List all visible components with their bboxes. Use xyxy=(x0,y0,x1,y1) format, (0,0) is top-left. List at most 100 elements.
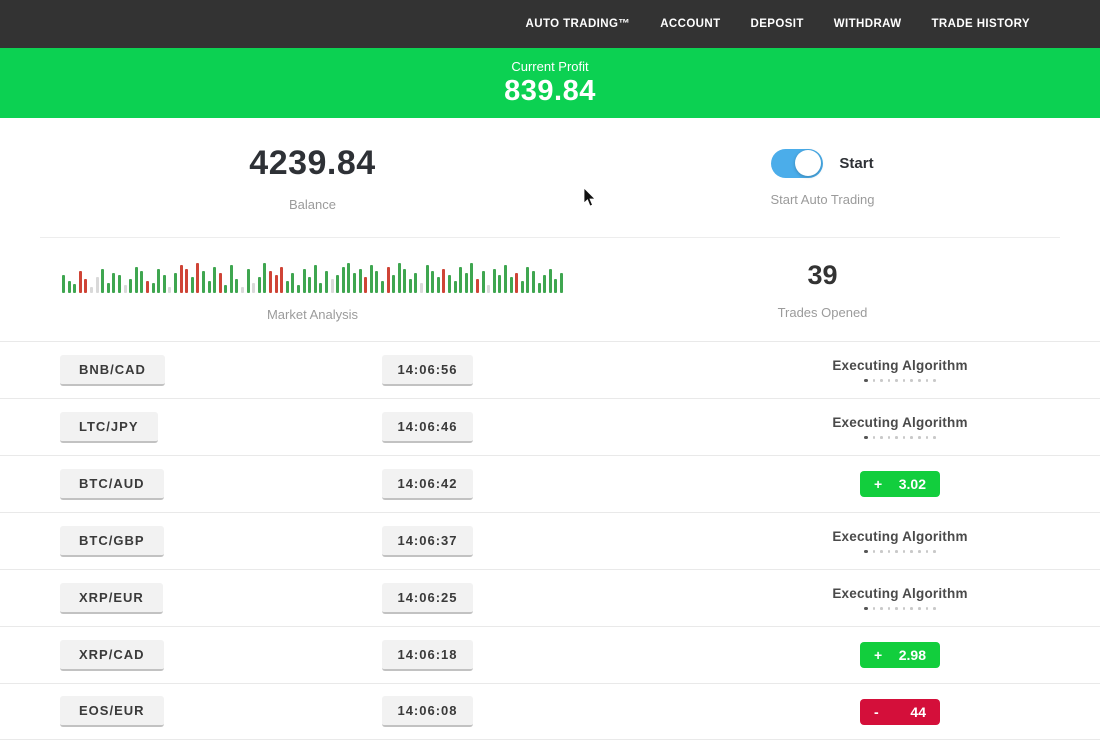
trade-time-badge: 14:06:56 xyxy=(382,354,473,386)
market-bar xyxy=(241,287,245,293)
trade-row: BTC/GBP 14:06:37 Executing Algorithm xyxy=(0,512,1100,569)
market-bar xyxy=(470,263,474,293)
nav-item[interactable]: ACCOUNT xyxy=(660,18,721,30)
profit-banner-value: 839.84 xyxy=(504,74,596,107)
progress-dot xyxy=(910,550,914,553)
market-bar xyxy=(179,265,183,293)
market-bar xyxy=(101,269,105,293)
market-bar xyxy=(257,277,261,293)
market-bar xyxy=(168,287,172,293)
executing-label: Executing Algorithm xyxy=(832,528,968,544)
progress-dot xyxy=(887,436,891,439)
trade-status-cell: +2.98 xyxy=(700,642,1100,668)
market-bar xyxy=(481,271,485,293)
toggle-knob-icon xyxy=(795,150,822,176)
executing-status: Executing Algorithm xyxy=(832,357,968,383)
profit-banner: Current Profit 839.84 xyxy=(0,48,1100,118)
progress-dots xyxy=(864,435,936,440)
market-bar xyxy=(324,271,328,293)
profit-banner-label: Current Profit xyxy=(511,58,589,74)
market-bar xyxy=(252,283,256,293)
market-bar xyxy=(185,269,189,293)
trade-time-badge: 14:06:46 xyxy=(382,411,473,443)
market-bar xyxy=(173,273,177,293)
stats-row-bottom: Market Analysis 39 Trades Opened xyxy=(0,238,1100,341)
market-bar xyxy=(112,273,116,293)
market-bar xyxy=(224,285,228,293)
market-bar xyxy=(559,273,563,293)
market-bar xyxy=(515,273,519,293)
result-amount: 44 xyxy=(910,703,926,720)
trade-row: LTC/JPY 14:06:46 Executing Algorithm xyxy=(0,398,1100,455)
progress-dots xyxy=(864,378,936,383)
market-bar xyxy=(62,275,66,293)
auto-trading-toggle[interactable] xyxy=(771,148,824,178)
top-nav: AUTO TRADING™ ACCOUNT DEPOSIT WITHDRAW T… xyxy=(0,0,1100,48)
market-bar xyxy=(537,283,541,293)
progress-dot xyxy=(864,435,868,440)
pair-badge[interactable]: BTC/AUD xyxy=(60,468,164,500)
market-bar xyxy=(308,277,312,293)
market-bar xyxy=(207,281,211,293)
nav-item[interactable]: DEPOSIT xyxy=(750,18,804,30)
market-bar xyxy=(369,265,373,293)
market-bar xyxy=(453,281,457,293)
progress-dot xyxy=(887,550,891,553)
auto-trading-block: Start Start Auto Trading xyxy=(585,118,1060,237)
pair-badge[interactable]: BNB/CAD xyxy=(60,354,165,386)
market-bar xyxy=(162,275,166,293)
trade-row: XRP/CAD 14:06:18 +2.98 xyxy=(0,626,1100,683)
progress-dot xyxy=(895,436,898,439)
market-bar xyxy=(442,269,446,293)
trade-time-badge: 14:06:08 xyxy=(382,696,473,727)
progress-dot xyxy=(895,379,898,382)
market-bar xyxy=(448,275,452,293)
pair-badge[interactable]: BTC/GBP xyxy=(60,525,164,557)
progress-dot xyxy=(910,379,914,382)
market-bar xyxy=(123,285,127,293)
trade-status-cell: Executing Algorithm xyxy=(700,586,1100,611)
pair-badge[interactable]: EOS/EUR xyxy=(60,696,164,727)
pair-badge[interactable]: LTC/JPY xyxy=(60,411,158,443)
executing-status: Executing Algorithm xyxy=(832,528,968,554)
executing-status: Executing Algorithm xyxy=(832,415,967,440)
trade-status-cell: - 44 xyxy=(700,698,1100,725)
market-bar xyxy=(403,269,407,293)
market-bar xyxy=(297,285,301,293)
market-bar xyxy=(118,275,122,293)
nav-item[interactable]: AUTO TRADING™ xyxy=(525,18,631,30)
market-analysis-chart xyxy=(62,257,563,293)
market-bar xyxy=(375,271,379,293)
progress-dot xyxy=(880,436,883,439)
executing-label: Executing Algorithm xyxy=(832,357,968,373)
trade-time-badge: 14:06:42 xyxy=(382,468,473,500)
progress-dot xyxy=(933,607,936,610)
nav-item[interactable]: WITHDRAW xyxy=(833,18,902,30)
pair-badge[interactable]: XRP/EUR xyxy=(60,582,163,614)
trade-status-cell: Executing Algorithm xyxy=(700,528,1100,554)
progress-dot xyxy=(880,550,883,553)
market-bar xyxy=(380,281,384,293)
market-bar xyxy=(106,283,110,293)
market-bar xyxy=(157,269,161,293)
market-bar xyxy=(520,281,524,293)
progress-dots xyxy=(864,606,936,611)
progress-dot xyxy=(918,550,921,553)
nav-item[interactable]: TRADE HISTORY xyxy=(931,18,1030,30)
market-bar xyxy=(78,271,82,293)
market-bar xyxy=(364,277,368,293)
progress-dot xyxy=(895,607,898,610)
trade-status-cell: Executing Algorithm xyxy=(700,357,1100,383)
profit-badge: +2.98 xyxy=(860,642,940,668)
trade-time-badge: 14:06:18 xyxy=(382,639,473,671)
progress-dot xyxy=(895,550,898,553)
market-bar xyxy=(218,273,222,293)
trades-opened-value: 39 xyxy=(807,259,838,290)
market-bar xyxy=(129,279,133,293)
market-bar xyxy=(190,277,194,293)
market-bar xyxy=(313,265,317,293)
pair-badge[interactable]: XRP/CAD xyxy=(60,639,164,671)
market-bar xyxy=(498,275,502,293)
market-bar xyxy=(140,271,144,293)
market-bar xyxy=(302,269,306,293)
